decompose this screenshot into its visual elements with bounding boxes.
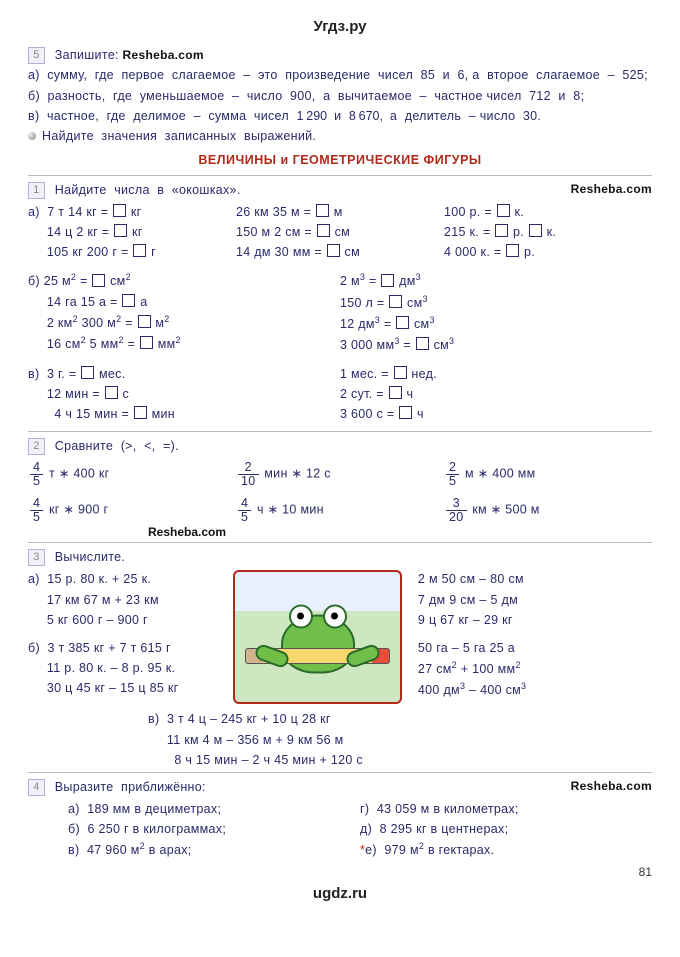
task-1: 1 Найдите числа в «окошках». Resheba.com… (28, 175, 652, 425)
cell: 17 км 67 м + 23 км (28, 591, 225, 609)
cell: 30 ц 45 кг – 15 ц 85 кг (28, 679, 225, 697)
cmp-cell: 210 мин ∗ 12 с (236, 461, 444, 487)
cmp-cell: 45 ч ∗ 10 мин (236, 497, 444, 523)
cell: 50 га – 5 га 25 а (418, 639, 652, 657)
cell: 8 ч 15 мин – 2 ч 45 мин + 120 с (148, 751, 652, 769)
task5-intro: Запишите: (55, 48, 119, 62)
cell: *е) 979 м2 в гектарах. (360, 840, 652, 859)
cell: в) 47 960 м2 в арах; (68, 840, 360, 859)
task-2: 2 Сравните (>, <, =). 45 т ∗ 400 кг 210 … (28, 431, 652, 539)
cmp-cell: 45 кг ∗ 900 г (28, 497, 236, 523)
watermark-bottom: ugdz.ru (28, 885, 652, 902)
cell: 100 р. = к. (444, 203, 652, 221)
resheba-label: Resheba.com (571, 181, 652, 198)
cell: 150 м 2 см = см (236, 223, 444, 241)
frog-illustration (233, 570, 402, 704)
cell: в) 3 т 4 ц – 245 кг + 10 ц 28 кг (148, 710, 652, 728)
cell: 215 к. = р. к. (444, 223, 652, 241)
cell: а) 7 т 14 кг = кг (28, 203, 236, 221)
cell: 4 000 к. = р. (444, 243, 652, 261)
cell: 7 дм 9 см – 5 дм (418, 591, 652, 609)
task4-title: Выразите приближённо: (55, 780, 206, 794)
task-3: 3 Вычислите. а) 15 р. 80 к. + 25 к. 17 к… (28, 542, 652, 769)
resheba-label: Resheba.com (123, 48, 204, 62)
cell: а) 15 р. 80 к. + 25 к. (28, 570, 225, 588)
cell: 3 000 мм3 = см3 (340, 335, 652, 354)
cell: 9 ц 67 кг – 29 кг (418, 611, 652, 629)
cell: б) 3 т 385 кг + 7 т 615 г (28, 639, 225, 657)
cell: г) 43 059 м в километрах; (360, 800, 652, 818)
cell: 12 мин = с (28, 385, 340, 403)
cell: 2 км2 300 м2 = м2 (28, 313, 340, 332)
cell: 27 см2 + 100 мм2 (418, 659, 652, 678)
cell: 1 мес. = нед. (340, 365, 652, 383)
cell: 2 м 50 см – 80 см (418, 570, 652, 588)
cell: 14 га 15 а = а (28, 293, 340, 311)
cell: 26 км 35 м = м (236, 203, 444, 221)
task-num-5: 5 (28, 47, 45, 64)
cell: 2 сут. = ч (340, 385, 652, 403)
cmp-cell: 25 м ∗ 400 мм (444, 461, 652, 487)
page-number: 81 (28, 865, 652, 879)
watermark-top: Угдз.ру (28, 18, 652, 35)
task-4: 4 Выразите приближённо: Resheba.com а) 1… (28, 772, 652, 862)
task-num-1: 1 (28, 182, 45, 199)
cell: 400 дм3 – 400 см3 (418, 680, 652, 699)
task5-instr: Найдите значения записанных выражений. (42, 129, 316, 143)
cell: 16 см2 5 мм2 = мм2 (28, 334, 340, 353)
resheba-label: Resheba.com (571, 778, 652, 795)
task5-b: б) разность, где уменьшаемое – число 900… (28, 87, 652, 105)
cell: 12 дм3 = см3 (340, 314, 652, 333)
task-5: 5 Запишите: Resheba.com а) сумму, где пе… (28, 41, 652, 145)
cell: 14 дм 30 мм = см (236, 243, 444, 261)
task5-v: в) частное, где делимое – сумма чисел 1 … (28, 107, 652, 125)
cell: б) 6 250 г в килограммах; (68, 820, 360, 838)
task1-b: б) 25 м2 = см2 14 га 15 а = а 2 км2 300 … (28, 269, 652, 356)
task5-a: а) сумму, где первое слагаемое – это про… (28, 66, 652, 84)
cell: 14 ц 2 кг = кг (28, 223, 236, 241)
task3-title: Вычислите. (55, 550, 125, 564)
task-num-3: 3 (28, 549, 45, 566)
cmp-cell: 45 т ∗ 400 кг (28, 461, 236, 487)
page: Угдз.ру 5 Запишите: Resheba.com а) сумму… (0, 0, 680, 912)
task1-title: Найдите числа в «окошках». (55, 183, 241, 197)
cell: 150 л = см3 (340, 293, 652, 312)
cell: 5 кг 600 г – 900 г (28, 611, 225, 629)
task2-title: Сравните (>, <, =). (55, 439, 179, 453)
cell: д) 8 295 кг в центнерах; (360, 820, 652, 838)
resheba-label: Resheba.com (148, 525, 226, 539)
cell: в) 3 г. = мес. (28, 365, 340, 383)
task-num-4: 4 (28, 779, 45, 796)
cell: а) 189 мм в дециметрах; (68, 800, 360, 818)
bullet-icon (28, 132, 36, 140)
cell: б) 25 м2 = см2 (28, 271, 340, 290)
section-title: ВЕЛИЧИНЫ и ГЕОМЕТРИЧЕСКИЕ ФИГУРЫ (28, 153, 652, 167)
task1-a: а) 7 т 14 кг = кг 14 ц 2 кг = кг 105 кг … (28, 201, 652, 263)
task-num-2: 2 (28, 438, 45, 455)
cell: 11 км 4 м – 356 м + 9 км 56 м (148, 731, 652, 749)
cell: 2 м3 = дм3 (340, 271, 652, 290)
cell: 11 р. 80 к. – 8 р. 95 к. (28, 659, 225, 677)
cell: 105 кг 200 г = г (28, 243, 236, 261)
cell: 3 600 с = ч (340, 405, 652, 423)
task1-v: в) 3 г. = мес. 12 мин = с 4 ч 15 мин = м… (28, 363, 652, 425)
cell: 4 ч 15 мин = мин (28, 405, 340, 423)
cmp-cell: 320 км ∗ 500 м (444, 497, 652, 523)
